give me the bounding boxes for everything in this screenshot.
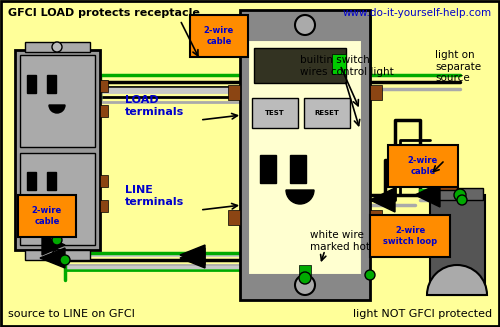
Bar [228,210,240,225]
Wedge shape [49,105,65,113]
Text: 2-wire
cable: 2-wire cable [408,156,438,176]
Bar [100,80,108,92]
Bar [248,40,362,275]
Text: builtin switch
wires control light: builtin switch wires control light [300,55,394,77]
Bar [190,15,248,57]
Text: 2-wire
cable: 2-wire cable [204,26,234,46]
Bar [252,98,298,128]
Bar [370,210,382,225]
Circle shape [52,250,62,260]
Bar [370,85,382,100]
Circle shape [365,270,375,280]
Bar [388,145,458,187]
Text: 2-wire
cable: 2-wire cable [32,206,62,226]
Polygon shape [415,183,440,207]
Bar [47,75,56,93]
Text: 2-wire
switch loop: 2-wire switch loop [383,226,437,246]
Bar [20,55,95,147]
Circle shape [454,189,466,201]
Text: GFCI LOAD protects receptacle: GFCI LOAD protects receptacle [8,8,200,18]
Text: source to LINE on GFCI: source to LINE on GFCI [8,309,135,319]
Bar [430,195,485,295]
Bar [332,54,346,74]
Circle shape [295,275,315,295]
Bar [437,170,457,190]
Circle shape [457,195,467,205]
Wedge shape [427,265,487,295]
Bar [27,172,36,190]
Text: TEST: TEST [265,110,285,116]
Text: www.do-it-yourself-help.com: www.do-it-yourself-help.com [343,8,492,18]
Bar [27,75,36,93]
Polygon shape [40,248,65,268]
Circle shape [299,272,311,284]
Circle shape [52,235,62,245]
Bar [100,175,108,187]
Bar [432,188,483,200]
Circle shape [52,42,62,52]
Text: RESET: RESET [314,110,340,116]
Circle shape [295,15,315,35]
Bar [240,10,370,300]
Polygon shape [42,235,65,255]
Bar [370,215,450,257]
Wedge shape [286,190,314,204]
Bar [20,153,95,245]
Bar [260,155,276,183]
Bar [25,42,90,52]
Bar [304,98,350,128]
Polygon shape [180,248,205,268]
Bar [100,200,108,212]
Polygon shape [370,188,395,212]
Text: light on
separate
source: light on separate source [435,50,481,83]
Wedge shape [49,202,65,210]
Bar [290,155,306,183]
Bar [254,48,346,83]
Bar [18,195,76,237]
Text: light NOT GFCI protected: light NOT GFCI protected [353,309,492,319]
Text: LINE
terminals: LINE terminals [125,185,184,207]
Circle shape [60,255,70,265]
Text: white wire
marked hot: white wire marked hot [310,230,370,251]
Bar [15,50,100,250]
Text: LOAD
terminals: LOAD terminals [125,95,184,117]
Bar [25,250,90,260]
Bar [299,265,311,277]
Bar [228,85,240,100]
Bar [100,105,108,117]
Polygon shape [180,245,205,265]
Bar [47,172,56,190]
